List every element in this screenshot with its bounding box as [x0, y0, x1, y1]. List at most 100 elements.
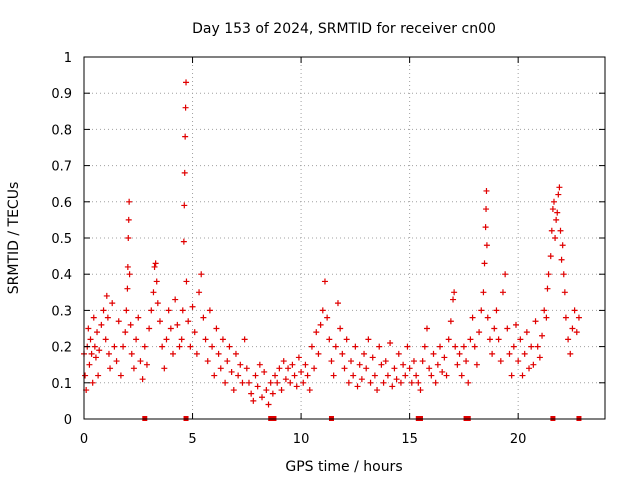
- grid: [84, 57, 605, 419]
- data-point: [87, 336, 94, 343]
- data-point: [200, 314, 207, 321]
- y-tick-label: 0.8: [51, 123, 72, 138]
- data-point: [393, 376, 400, 383]
- data-point: [510, 343, 517, 350]
- data-point: [495, 336, 502, 343]
- data-point: [202, 336, 209, 343]
- data-point: [452, 343, 459, 350]
- data-point: [243, 365, 250, 372]
- data-point: [313, 329, 320, 336]
- data-point: [289, 361, 296, 368]
- data-point: [575, 314, 582, 321]
- data-point: [276, 365, 283, 372]
- data-point: [354, 383, 361, 390]
- data-point: [180, 238, 187, 245]
- data-point: [100, 307, 107, 314]
- data-point: [560, 271, 567, 278]
- data-point: [489, 350, 496, 357]
- data-point: [176, 343, 183, 350]
- data-point: [148, 307, 155, 314]
- data-point: [483, 242, 490, 249]
- data-point: [528, 343, 535, 350]
- data-point: [126, 271, 133, 278]
- data-point: [526, 365, 533, 372]
- data-point: [465, 379, 472, 386]
- data-point: [267, 379, 274, 386]
- data-point: [111, 343, 118, 350]
- data-point: [348, 358, 355, 365]
- data-point: [287, 379, 294, 386]
- data-point: [278, 387, 285, 394]
- data-point: [311, 365, 318, 372]
- data-point: [124, 285, 131, 292]
- data-point: [143, 361, 150, 368]
- data-point: [274, 379, 281, 386]
- data-point: [163, 336, 170, 343]
- data-point: [98, 321, 105, 328]
- data-point: [263, 387, 270, 394]
- data-point: [395, 350, 402, 357]
- data-point: [96, 347, 103, 354]
- data-point: [237, 361, 244, 368]
- data-point: [156, 318, 163, 325]
- data-point: [369, 354, 376, 361]
- data-point: [206, 307, 213, 314]
- data-point: [261, 368, 268, 375]
- data-point: [478, 307, 485, 314]
- data-point: [517, 336, 524, 343]
- data-point: [337, 325, 344, 332]
- data-point: [193, 350, 200, 357]
- data-point: [328, 358, 335, 365]
- data-point: [573, 329, 580, 336]
- x-tick-label: 5: [188, 432, 196, 447]
- data-point: [235, 372, 242, 379]
- data-point: [486, 336, 493, 343]
- data-point: [102, 336, 109, 343]
- data-point: [467, 336, 474, 343]
- data-point: [339, 350, 346, 357]
- data-point: [213, 325, 220, 332]
- data-point: [561, 289, 568, 296]
- data-point: [476, 329, 483, 336]
- data-point: [456, 350, 463, 357]
- data-point: [504, 325, 511, 332]
- data-point: [219, 336, 226, 343]
- data-point: [167, 325, 174, 332]
- data-point: [146, 325, 153, 332]
- data-point: [430, 350, 437, 357]
- data-point: [239, 379, 246, 386]
- data-point: [558, 256, 565, 263]
- data-point: [415, 379, 422, 386]
- data-point: [569, 325, 576, 332]
- data-point: [363, 365, 370, 372]
- data-point: [217, 365, 224, 372]
- data-point: [308, 343, 315, 350]
- data-point: [443, 372, 450, 379]
- data-point: [434, 361, 441, 368]
- data-point: [91, 343, 98, 350]
- data-point: [345, 379, 352, 386]
- data-point: [115, 318, 122, 325]
- data-point: [567, 350, 574, 357]
- data-point: [159, 343, 166, 350]
- data-point: [302, 361, 309, 368]
- data-point: [228, 368, 235, 375]
- data-point: [350, 372, 357, 379]
- data-point: [380, 379, 387, 386]
- data-point: [245, 379, 252, 386]
- data-point: [417, 387, 424, 394]
- data-point: [153, 278, 160, 285]
- data-point: [204, 358, 211, 365]
- data-point: [89, 379, 96, 386]
- data-point: [135, 314, 142, 321]
- data-point: [480, 289, 487, 296]
- data-point: [104, 314, 111, 321]
- data-point: [552, 235, 559, 241]
- data-point: [334, 300, 341, 307]
- data-point: [280, 358, 287, 365]
- data-point: [161, 365, 168, 372]
- data-point: [92, 354, 99, 361]
- data-point: [265, 401, 272, 408]
- data-point: [541, 307, 548, 314]
- data-point: [352, 343, 359, 350]
